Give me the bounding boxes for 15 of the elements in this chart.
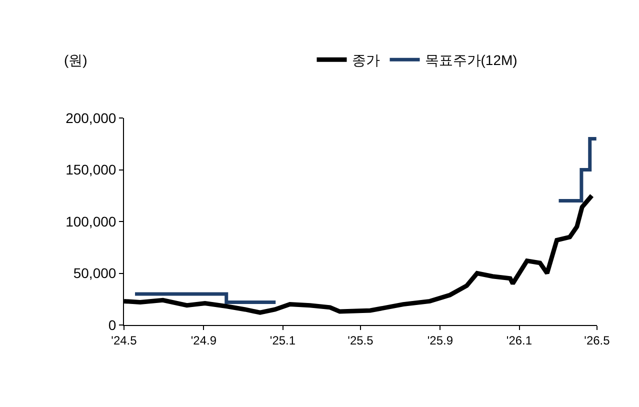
- y-tick-label: 150,000: [66, 162, 116, 178]
- legend-label: 목표주가(12M): [424, 52, 518, 68]
- y-axis-title: (원): [64, 52, 88, 68]
- y-tick-label: 50,000: [73, 265, 116, 282]
- y-tick-label: 100,000: [66, 213, 116, 230]
- x-tick-label: '26.5: [584, 333, 610, 348]
- legend-label: 종가: [352, 52, 380, 68]
- x-tick-label: '25.5: [348, 333, 374, 348]
- x-tick-label: '24.5: [111, 333, 138, 348]
- x-tick-label: '25.1: [270, 333, 296, 348]
- y-tick-label: 0: [108, 316, 116, 333]
- x-tick-label: '26.1: [506, 333, 532, 348]
- x-tick-label: '24.9: [190, 333, 217, 348]
- x-tick-label: '25.9: [427, 333, 454, 348]
- y-tick-label: 200,000: [66, 110, 116, 126]
